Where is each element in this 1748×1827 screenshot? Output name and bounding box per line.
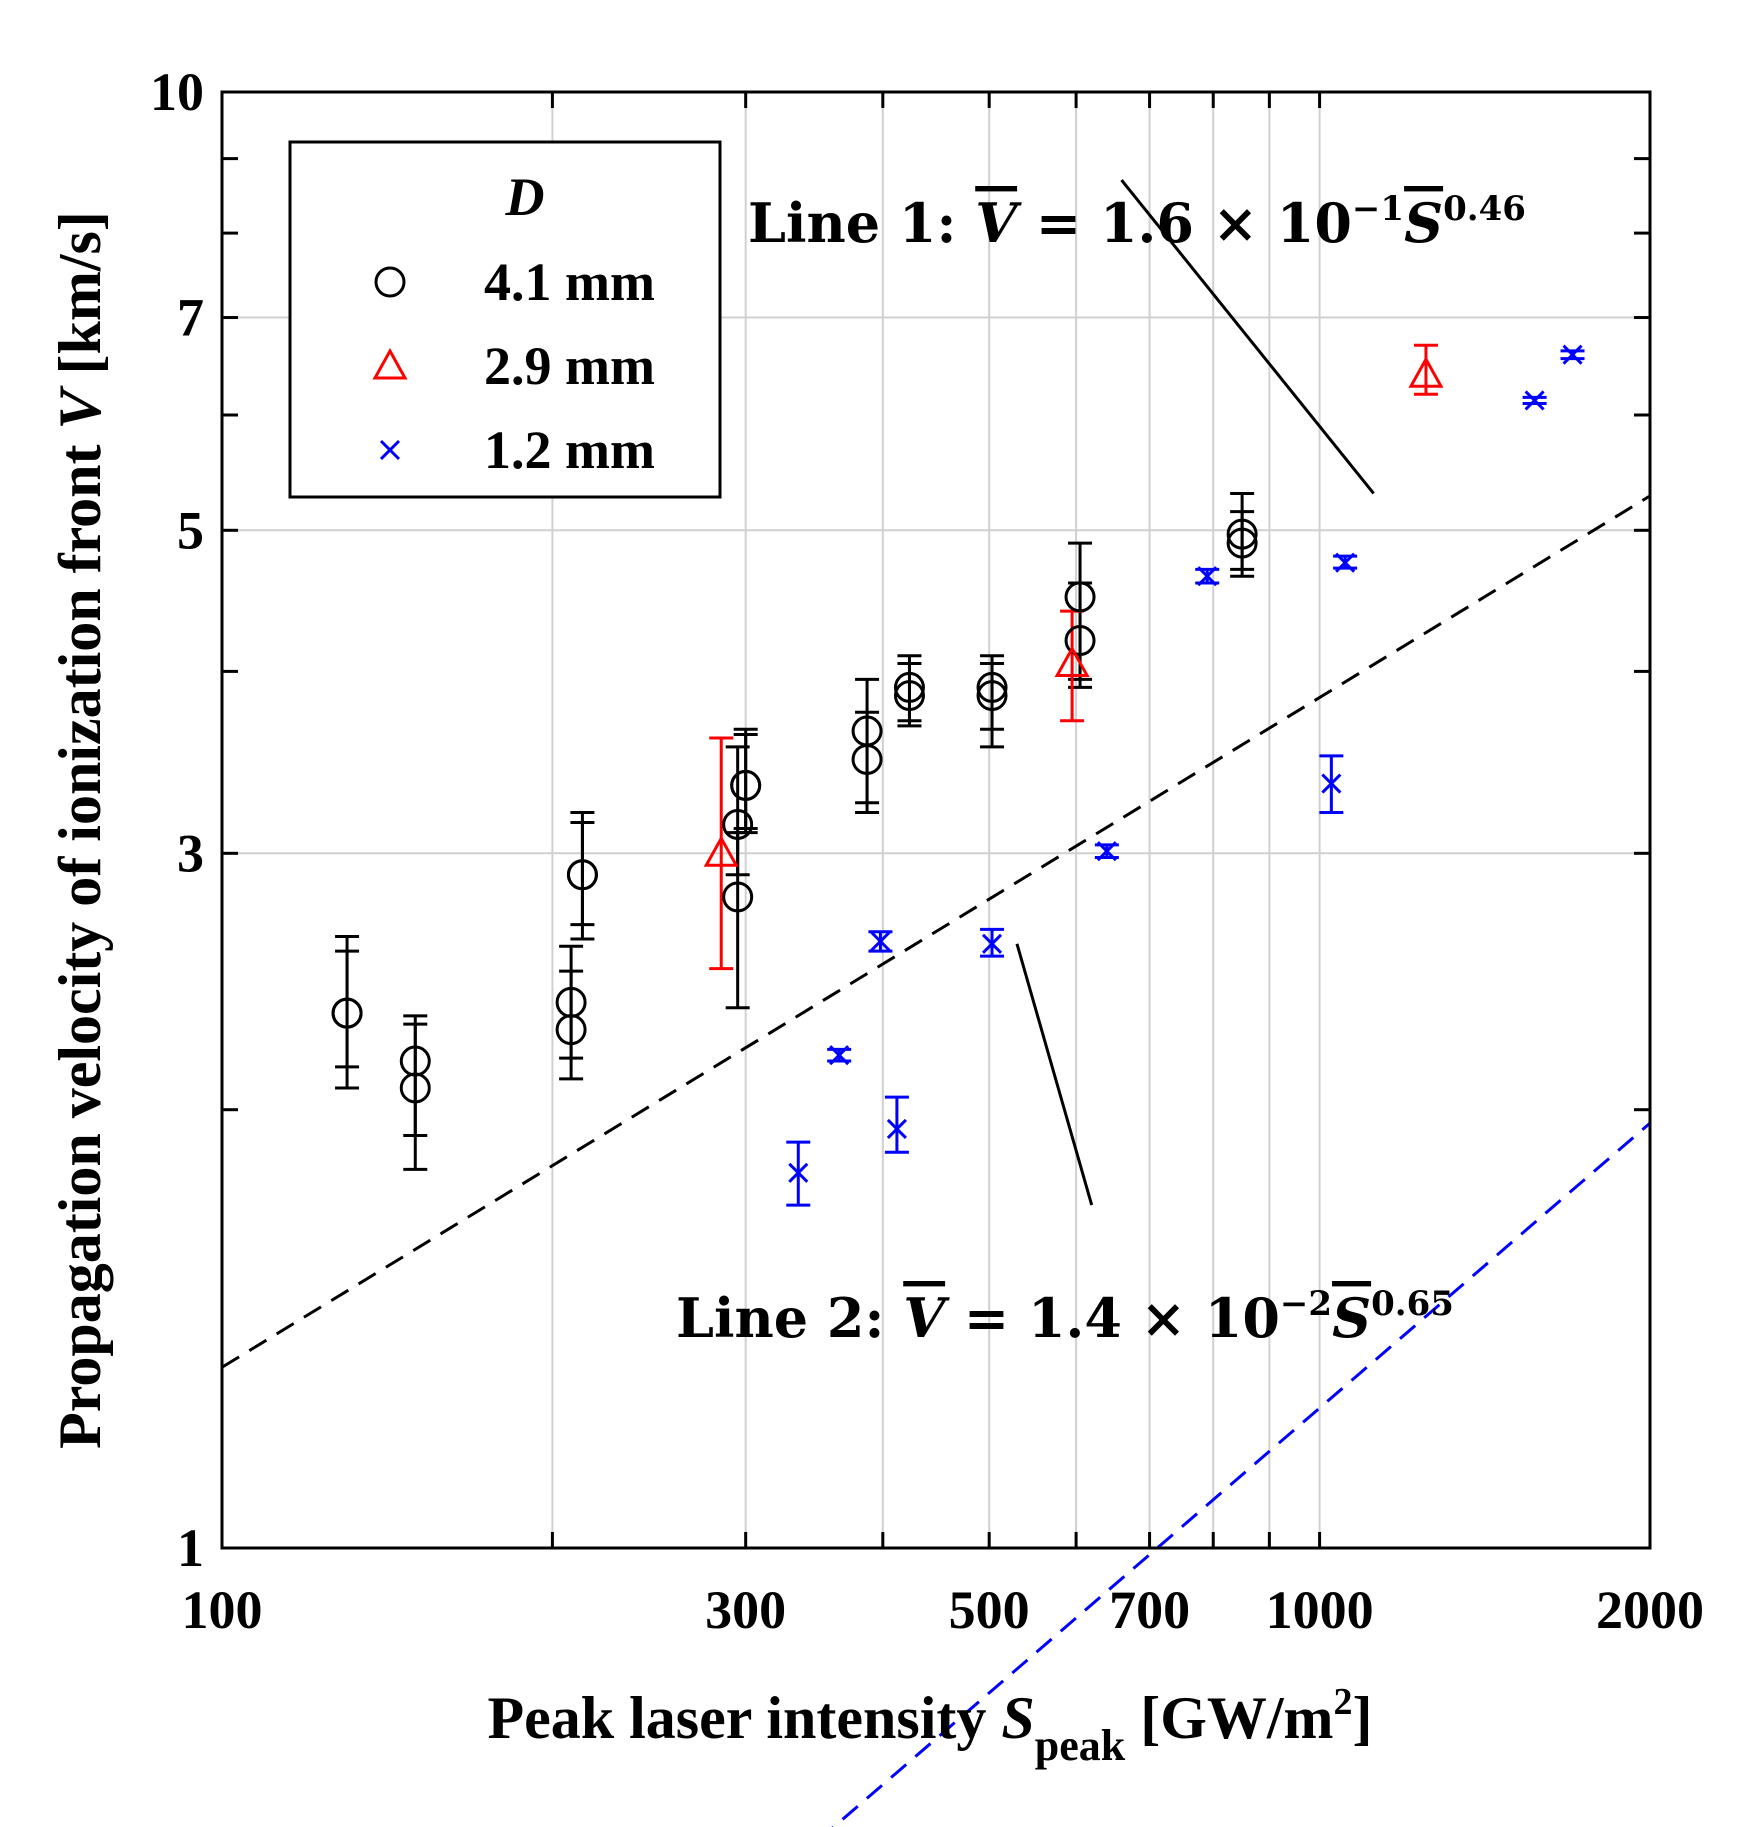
x-axis-symbol: S [1001,1685,1034,1751]
data-point-x [1524,390,1545,411]
legend-marker-triangle [372,347,408,380]
line1-power: 0.46 [1443,189,1526,229]
legend-marker-x-stroke [379,439,401,461]
error-bar [570,820,595,927]
legend-label: 1.2 mm [484,420,655,480]
y-axis-unit: [km/s] [47,211,113,374]
data-markers [331,344,1583,1183]
x-tick-label: 700 [1109,1580,1190,1640]
line2-power: 0.65 [1371,1284,1454,1324]
data-point-triangle [1408,356,1444,388]
legend: D 4.1 mm 2.9 mm 1.2 mm [288,140,722,499]
line1-coef: = 1.6 × 10 [1017,191,1352,255]
data-point-x [829,1045,850,1066]
data-point-circle [1226,518,1258,550]
data-point-circle [1064,581,1096,613]
data-point-circle [1226,527,1258,559]
data-point-x-stroke [1562,344,1583,365]
x-axis-unit-close: ] [1353,1685,1373,1751]
fit-line-2 [831,1122,1651,1827]
x-tick-label: 100 [182,1580,263,1640]
y-axis-label: Propagation velocity of ionization front [47,444,113,1448]
legend-label: 2.9 mm [484,336,655,396]
line1-equation: Line 1: V = 1.6 × 10−1S0.46 [748,189,1526,255]
x-axis-unit-sup: 2 [1334,1681,1353,1723]
data-point-triangle [1054,645,1090,678]
fit-lines [221,179,1651,1827]
y-tick-label: 3 [177,823,204,883]
line2-coef: = 1.4 × 10 [945,1286,1280,1350]
data-point-x-stroke [788,1162,809,1183]
data-point-circle [331,997,363,1029]
data-point-x [886,1118,907,1140]
data-point-circle [730,769,762,801]
axis-ticks: 100 300 500 700 1000 2000 1 3 5 7 10 [150,62,1704,1640]
data-point-x [1197,566,1218,587]
data-point-x [788,1162,809,1183]
error-bar [335,949,360,1069]
x-tick-label: 2000 [1596,1580,1704,1640]
data-point-triangle [703,835,739,867]
data-point-circle [555,1014,587,1046]
data-point-x [870,931,891,952]
data-point-x [1562,344,1583,365]
data-point-x-stroke [981,933,1003,954]
legend-entries: 4.1 mm 2.9 mm 1.2 mm [372,252,655,480]
data-point-circle [566,859,598,891]
y-tick-label: 10 [150,62,204,122]
x-tick-label: 1000 [1266,1580,1374,1640]
x-axis-label: Peak laser intensity [487,1685,986,1751]
x-tick-label: 300 [705,1580,786,1640]
legend-marker-circle [374,266,406,298]
y-tick-label: 7 [177,288,204,348]
error-bar [855,710,880,805]
data-point-x-stroke [829,1045,850,1066]
x-axis-title: Peak laser intensity Speak [GW/m2] [487,1681,1372,1770]
line1-exp: −1 [1352,189,1404,229]
data-point-x-stroke [1197,566,1218,587]
y-axis-symbol: V [47,384,113,429]
data-point-circle [722,808,754,840]
data-point-x-stroke [870,931,891,952]
data-point-circle [399,1072,431,1104]
x-axis-subscript: peak [1035,1721,1126,1770]
line1-prefix: Line 1 [748,191,936,255]
data-point-x-stroke [1335,552,1356,573]
legend-marker-x [379,439,401,461]
data-point-x [1096,841,1117,862]
data-point-circle [851,743,883,775]
error-bar [709,736,734,971]
y-axis-title: Propagation velocity of ionization front… [47,211,113,1449]
legend-box [288,140,722,499]
data-point-circle [976,671,1008,703]
fit-pointer-2 [1015,943,1094,1206]
data-point-circle [1064,625,1096,657]
fit-line-1 [221,494,1651,1369]
data-point-x [981,933,1003,954]
x-axis-unit: [GW/m [1140,1685,1333,1751]
data-point-x-stroke [1096,841,1117,862]
y-tick-label: 1 [177,1518,204,1578]
error-bars [335,343,1585,1207]
data-point-x [1321,773,1342,794]
line2-prefix: Line 2 [676,1286,864,1350]
data-point-circle [893,680,925,712]
data-point-circle [893,671,925,703]
data-point-x [1335,552,1356,573]
data-point-x-stroke [886,1118,907,1140]
data-point-x-stroke [1321,773,1342,794]
x-tick-label: 500 [949,1580,1030,1640]
error-bar [884,1095,909,1154]
data-point-circle [722,881,754,913]
fit-pointer-1 [1120,179,1375,495]
data-point-circle [976,680,1008,712]
data-point-x-stroke [1524,390,1545,411]
legend-label: 4.1 mm [484,252,655,312]
legend-title: D [505,167,545,227]
line2-exp: −2 [1280,1284,1332,1324]
line2-equation: Line 2: V = 1.4 × 10−2S0.65 [676,1284,1454,1350]
plot-frame [220,90,1652,1550]
y-tick-label: 5 [177,500,204,560]
